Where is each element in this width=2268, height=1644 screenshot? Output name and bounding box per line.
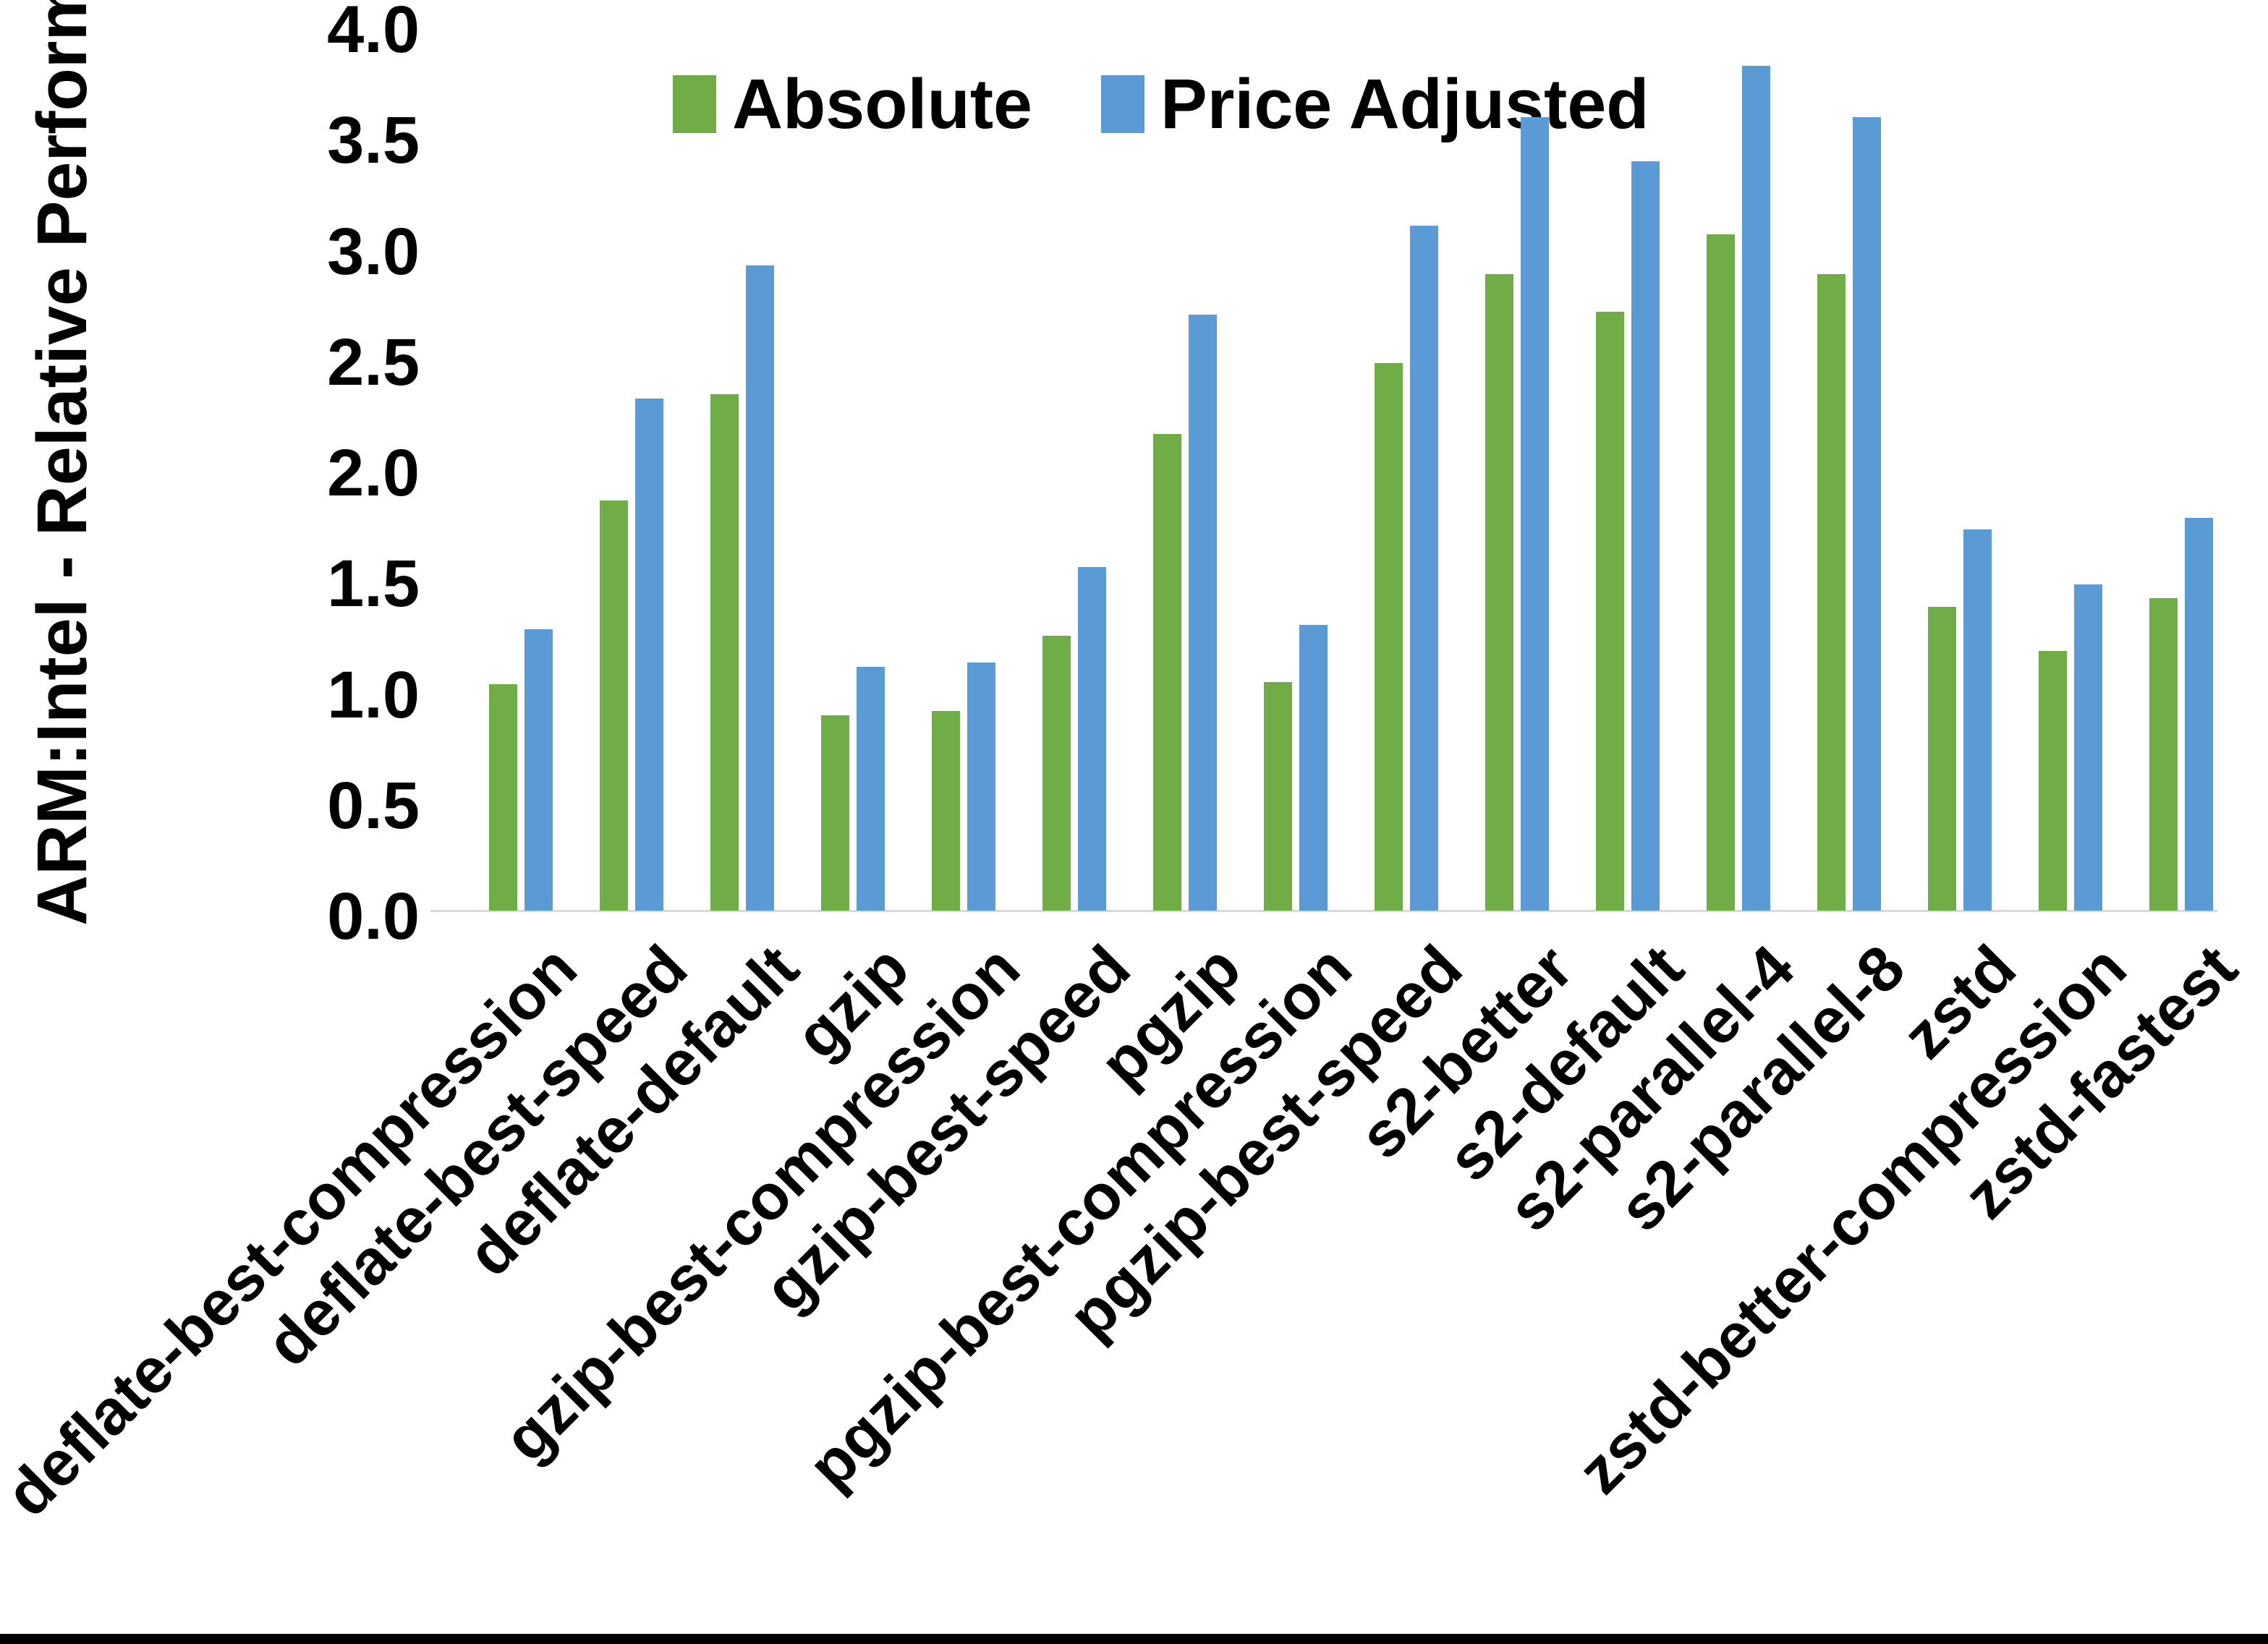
x-axis-line xyxy=(430,910,2217,912)
y-axis-title: ARM:Intel - Relative Performance xyxy=(22,0,101,926)
bar-absolute-gzip-best-speed xyxy=(1042,636,1071,911)
bar-price-adjusted-s2-better xyxy=(1521,117,1549,911)
bar-price-adjusted-zstd-fastest xyxy=(2185,518,2213,911)
bar-absolute-gzip-best-compression xyxy=(932,711,960,911)
bar-price-adjusted-pgzip-best-compression xyxy=(1299,625,1328,911)
y-tick-label-0.0: 0.0 xyxy=(327,880,420,953)
y-tick-label-4.0: 4.0 xyxy=(327,0,420,67)
bar-absolute-zstd xyxy=(1928,607,1956,911)
legend-item-absolute: Absolute xyxy=(673,64,1032,145)
bar-price-adjusted-deflate-best-compression xyxy=(524,629,553,911)
y-tick-label-2.5: 2.5 xyxy=(327,325,420,399)
bar-absolute-s2-parallel-8 xyxy=(1817,274,1846,911)
bar-absolute-s2-parallel-4 xyxy=(1707,234,1735,911)
bar-absolute-pgzip-best-compression xyxy=(1264,682,1292,911)
y-tick-label-3.5: 3.5 xyxy=(327,103,420,178)
bar-absolute-zstd-fastest xyxy=(2149,598,2178,911)
bar-absolute-deflate-best-speed xyxy=(600,501,628,911)
bar-absolute-deflate-default xyxy=(710,394,739,911)
bar-price-adjusted-gzip-best-speed xyxy=(1078,567,1106,911)
bar-absolute-deflate-best-compression xyxy=(489,684,517,911)
bottom-border-rule xyxy=(0,1634,2268,1644)
bar-absolute-zstd-better-compression xyxy=(2039,651,2067,911)
bar-absolute-s2-default xyxy=(1596,312,1624,911)
bar-price-adjusted-deflate-default xyxy=(746,265,774,911)
bar-price-adjusted-zstd xyxy=(1963,529,1992,911)
y-tick-label-1.5: 1.5 xyxy=(327,547,420,621)
bar-price-adjusted-gzip xyxy=(857,667,885,911)
legend-label: Price Adjusted xyxy=(1160,64,1649,143)
bar-absolute-s2-better xyxy=(1485,274,1513,911)
bar-absolute-gzip xyxy=(821,715,849,911)
legend: Absolute Price Adjusted xyxy=(673,64,1649,145)
bar-price-adjusted-pgzip-best-speed xyxy=(1410,226,1438,911)
bar-price-adjusted-deflate-best-speed xyxy=(635,399,663,911)
y-tick-label-1.0: 1.0 xyxy=(327,657,420,732)
y-tick-label-0.5: 0.5 xyxy=(327,768,420,843)
bar-price-adjusted-s2-default xyxy=(1631,161,1660,911)
bar-absolute-pgzip xyxy=(1153,434,1181,911)
bar-price-adjusted-s2-parallel-8 xyxy=(1853,117,1881,911)
legend-label: Absolute xyxy=(732,64,1032,143)
bar-absolute-pgzip-best-speed xyxy=(1375,363,1403,911)
bar-price-adjusted-gzip-best-compression xyxy=(967,663,995,911)
bar-price-adjusted-zstd-better-compression xyxy=(2074,584,2102,911)
bar-price-adjusted-pgzip xyxy=(1189,315,1217,911)
legend-item-price-adjusted: Price Adjusted xyxy=(1100,64,1649,145)
y-tick-label-3.0: 3.0 xyxy=(327,214,420,289)
y-tick-label-2.0: 2.0 xyxy=(327,436,420,510)
bar-price-adjusted-s2-parallel-4 xyxy=(1742,66,1770,911)
legend-swatch-price-adjusted xyxy=(1100,75,1144,133)
legend-swatch-absolute xyxy=(673,75,716,133)
